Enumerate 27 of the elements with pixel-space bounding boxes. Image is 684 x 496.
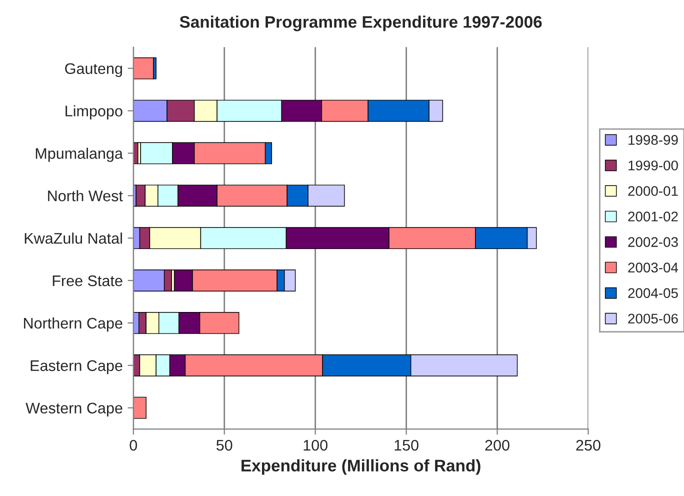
legend-label: 2005-06: [628, 314, 678, 324]
y-tick-label: North West: [48, 190, 123, 202]
y-tick-label: Eastern Cape: [30, 360, 122, 374]
legend-label: 2002-03: [628, 237, 678, 247]
x-tick-label: 50: [216, 440, 232, 451]
legend-label: 1998-99: [628, 135, 678, 145]
x-tick-label: 150: [394, 440, 418, 451]
legend-label: 2000-01: [628, 186, 678, 196]
y-tick-label: Western Cape: [26, 402, 122, 417]
y-tick-label: Northern Cape: [24, 317, 122, 332]
y-tick-label: Mpumalanga: [36, 148, 123, 162]
bar: [133, 396, 146, 419]
x-tick-label: 100: [304, 440, 328, 451]
y-tick-label: Limpopo: [66, 105, 122, 120]
x-tick-label: 250: [576, 440, 600, 451]
bar: [133, 57, 154, 80]
legend-label: 2004-05: [628, 288, 678, 298]
y-tick-label: Gauteng: [65, 63, 122, 78]
legend-label: 2001-02: [628, 212, 678, 222]
legend-label: 2003-04: [628, 262, 678, 272]
legend-label: 1999-00: [628, 160, 678, 170]
x-axis-title: Expenditure (Millions of Rand): [242, 459, 480, 475]
y-tick-label: KwaZulu Natal: [24, 232, 122, 244]
y-tick-label: Free State: [52, 275, 122, 286]
chart-title: Sanitation Programme Expenditure 1997-2006: [180, 16, 542, 32]
x-tick-label: 200: [485, 440, 510, 451]
x-tick-label: 0: [130, 440, 138, 451]
